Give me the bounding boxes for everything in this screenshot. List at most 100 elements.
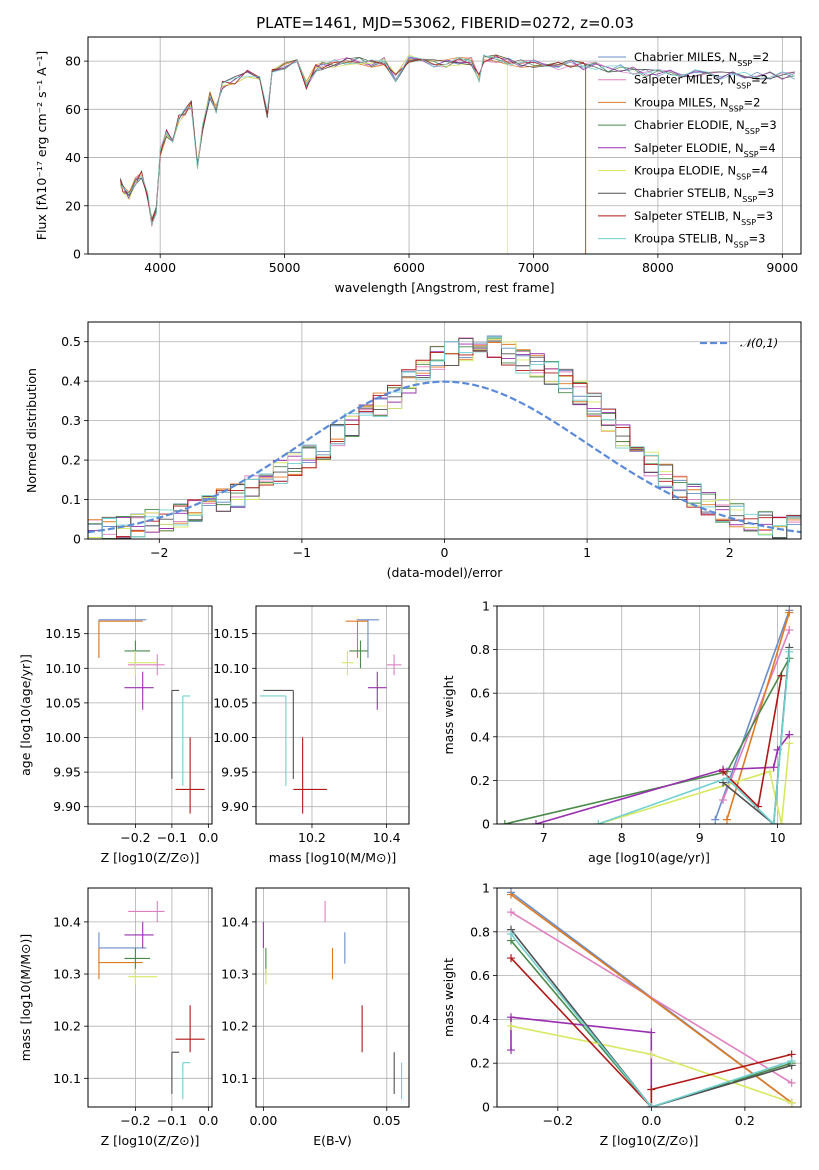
weight-marker (507, 908, 516, 917)
y-tick-label: 0.4 (61, 374, 81, 389)
y-tick-label: 10.1 (221, 1071, 249, 1086)
y-tick-label: 40 (65, 150, 81, 165)
weight-marker (531, 820, 540, 824)
x-axis-label: Z [log10(Z/Z⊙)] (101, 850, 200, 865)
x-tick-label: 4000 (144, 260, 176, 275)
weight-marker (507, 1013, 516, 1022)
gauss-curve (88, 380, 801, 534)
grid (88, 606, 212, 824)
chart-residuals: −2 −1 0 1 2 0 0.1 0.2 0.3 0.4 0.5 (data-model)/erro… (24, 321, 802, 580)
axes-frame (496, 887, 802, 1108)
legend-label: Salpeter ELODIE, NSSP=4 (634, 141, 776, 159)
y-axis-label: Flux [fλ10⁻¹⁷ erg cm⁻² s⁻¹ A⁻¹] (34, 51, 49, 240)
y-tick-label: 10.4 (221, 914, 249, 929)
weight-marker (507, 1021, 516, 1030)
weight-marker (777, 820, 786, 824)
x-axis-label: E(B-V) (313, 1133, 352, 1148)
y-tick-label: 9.90 (221, 799, 249, 814)
weight-series-line (510, 893, 793, 1104)
x-tick-label: 10.4 (373, 830, 401, 845)
y-axis-label: mass weight (441, 958, 456, 1037)
x-tick-label: 0 (441, 545, 449, 560)
x-tick-label: 7000 (518, 260, 550, 275)
y-axis-label: Normed distribution (24, 368, 39, 493)
y-tick-label: 10.1 (53, 1071, 81, 1086)
x-tick-label: 0.00 (249, 1113, 277, 1128)
y-tick-label: 0.4 (470, 729, 490, 744)
y-axis-label: mass weight (441, 675, 456, 754)
plot-area (500, 606, 794, 824)
weight-series-line (722, 629, 791, 801)
y-tick-label: 20 (65, 198, 81, 213)
plot-area (262, 901, 403, 1100)
x-tick-label: 5000 (269, 260, 301, 275)
y-tick-label: 0 (482, 1100, 490, 1115)
axes-frame (87, 605, 213, 825)
x-axis-label: (data-model)/error (387, 565, 504, 580)
weight-marker (785, 647, 794, 656)
histogram-series (88, 338, 801, 539)
histogram-series (88, 336, 801, 539)
legend-label: Chabrier STELIB, NSSP=3 (634, 186, 774, 204)
plot-area (88, 335, 801, 539)
weight-marker (594, 820, 603, 824)
y-tick-label: 0.6 (470, 686, 490, 701)
y-tick-label: 0.8 (470, 924, 490, 939)
weight-marker (500, 820, 509, 824)
x-tick-label: −2 (150, 545, 168, 560)
axes-frame (87, 321, 802, 540)
weight-series-line (714, 610, 791, 820)
chart-weight-vs-Z: −0.2 0.0 0.2 0 0.2 0.4 0.6 0.8 1 Z [log10(Z/Z⊙)] m… (441, 881, 802, 1148)
panels: 4000 5000 6000 7000 8000 9000020406080wavelen… (18, 36, 802, 1148)
figure-title: PLATE=1461, MJD=53062, FIBERID=0272, z=0… (256, 14, 634, 32)
y-tick-label: 10.3 (221, 967, 249, 982)
x-tick-label: −1 (293, 545, 311, 560)
grid (256, 888, 409, 1107)
grid (256, 606, 409, 824)
weight-marker (647, 1085, 656, 1094)
weight-marker (507, 954, 516, 963)
weight-series-line (510, 933, 792, 1107)
y-tick-label: 1 (482, 881, 490, 896)
grid (88, 888, 212, 1107)
y-tick-label: 0 (73, 247, 81, 262)
x-axis-label: Z [log10(Z/Z⊙)] (600, 1133, 699, 1148)
y-tick-label: 10.10 (213, 661, 249, 676)
y-tick-label: 9.95 (53, 765, 81, 780)
chart-mass-vs-EBV: 0.00 0.05 10.1 10.2 10.3 10.4 E(B-V) (221, 887, 410, 1148)
axes-frame (496, 605, 802, 825)
y-tick-label: 0.6 (470, 968, 490, 983)
y-tick-label: 0.2 (470, 773, 490, 788)
y-tick-label: 0.2 (470, 1056, 490, 1071)
weight-marker (787, 1098, 796, 1107)
axes-frame (87, 887, 213, 1108)
legend-label: Chabrier ELODIE, NSSP=3 (634, 118, 777, 136)
x-axis-label: Z [log10(Z/Z⊙)] (101, 1133, 200, 1148)
weight-marker (647, 1028, 656, 1037)
y-tick-label: 80 (65, 54, 81, 69)
y-tick-label: 10.00 (213, 730, 249, 745)
plot-area (98, 619, 205, 814)
weight-marker (722, 774, 731, 783)
weight-marker (507, 890, 516, 899)
weight-marker (719, 796, 728, 805)
y-tick-label: 0.2 (61, 453, 81, 468)
weight-series-line (510, 911, 793, 1084)
weight-series-line (598, 651, 791, 824)
weight-marker (769, 763, 778, 772)
x-tick-label: 9 (696, 830, 704, 845)
y-tick-label: 0.4 (470, 1012, 490, 1027)
x-tick-label: −0.2 (120, 830, 150, 845)
plot-area (98, 901, 205, 1100)
x-tick-label: −0.2 (120, 1113, 150, 1128)
weight-marker (647, 1050, 656, 1059)
legend-label: Salpeter MILES, NSSP=2 (634, 73, 768, 91)
x-tick-label: 6000 (393, 260, 425, 275)
y-tick-label: 10.4 (53, 914, 81, 929)
weight-marker (507, 1046, 516, 1055)
x-tick-label: 0.0 (198, 1113, 218, 1128)
weight-series-line (510, 929, 792, 1107)
y-tick-label: 9.90 (53, 799, 81, 814)
weight-marker (769, 820, 778, 824)
